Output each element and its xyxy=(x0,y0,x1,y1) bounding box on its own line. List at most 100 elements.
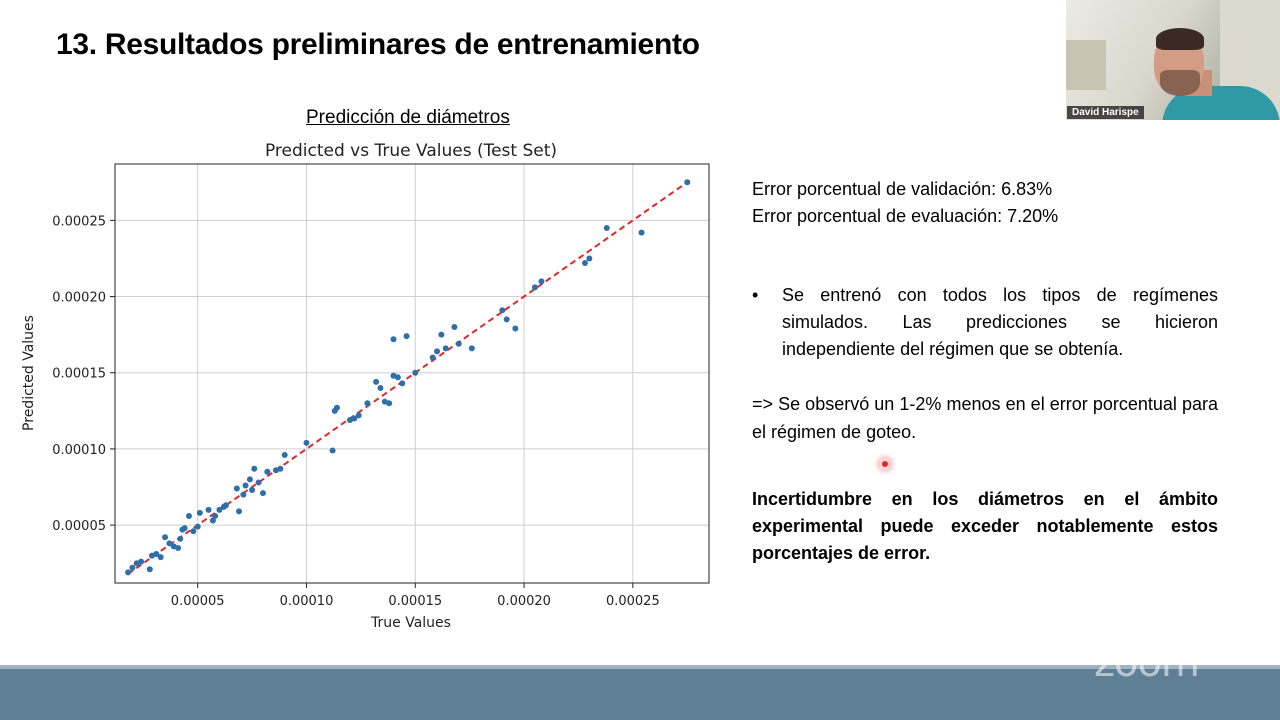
y-axis-label: Predicted Values xyxy=(21,315,37,431)
data-point xyxy=(512,325,519,332)
slide-title: 13. Resultados preliminares de entrenami… xyxy=(56,28,700,61)
data-point xyxy=(581,260,588,267)
data-point xyxy=(364,400,371,407)
training-bullet: • Se entrenó con todos los tipos de regí… xyxy=(752,282,1218,363)
data-point xyxy=(222,502,229,509)
x-axis-label: True Values xyxy=(370,615,451,631)
x-tick-label: 0.00015 xyxy=(388,594,442,609)
data-point xyxy=(377,384,384,391)
y-tick-label: 0.00020 xyxy=(52,291,106,306)
zoom-watermark-logo: zoom xyxy=(1094,640,1200,686)
data-point xyxy=(468,345,475,352)
y-axis-ticks: 0.00005 0.00010 0.00015 0.00020 0.00025 xyxy=(52,214,115,534)
data-point xyxy=(329,447,336,454)
chart-title: Predicted vs True Values (Test Set) xyxy=(265,141,557,161)
data-point xyxy=(264,468,271,475)
data-point xyxy=(209,517,216,524)
data-point xyxy=(355,412,362,419)
data-point xyxy=(429,354,436,361)
bullet-dot: • xyxy=(752,285,759,305)
data-point xyxy=(125,569,132,576)
pointer-cursor xyxy=(879,458,891,470)
data-point xyxy=(259,490,266,497)
conclusion-text: Incertidumbre en los diámetros en el ámb… xyxy=(752,489,1218,563)
data-point xyxy=(251,465,258,472)
data-point xyxy=(194,523,201,530)
data-point xyxy=(162,534,169,541)
data-point xyxy=(455,340,462,347)
x-axis-ticks: 0.00005 0.00010 0.00015 0.00020 0.00025 xyxy=(171,583,660,609)
data-point xyxy=(205,506,212,513)
x-tick-label: 0.00010 xyxy=(280,594,334,609)
participant-beard xyxy=(1160,70,1200,96)
y-tick-label: 0.00005 xyxy=(52,519,106,534)
data-point xyxy=(153,551,160,558)
data-point xyxy=(373,378,380,385)
observation-text: => Se observó un 1-2% menos en el error … xyxy=(752,394,1218,442)
data-point xyxy=(333,404,340,411)
validation-error: Error porcentual de validación: 6.83% xyxy=(752,179,1053,199)
data-point xyxy=(531,284,538,291)
evaluation-error: Error porcentual de evaluación: 7.20% xyxy=(752,206,1059,226)
data-point xyxy=(390,336,397,343)
data-point xyxy=(451,324,458,331)
participant-name-label: David Harispe xyxy=(1067,106,1144,119)
data-point xyxy=(434,348,441,355)
data-point xyxy=(499,307,506,314)
y-tick-label: 0.00015 xyxy=(52,367,106,382)
data-point xyxy=(212,512,219,519)
data-point xyxy=(129,564,136,571)
data-point xyxy=(233,485,240,492)
data-point xyxy=(394,374,401,381)
bullet-text: Se entrenó con todos los tipos de regíme… xyxy=(782,285,1218,359)
data-points xyxy=(125,179,691,576)
data-point xyxy=(538,278,545,285)
data-point xyxy=(196,509,203,516)
data-point xyxy=(175,544,182,551)
data-point xyxy=(255,479,262,486)
data-point xyxy=(157,554,164,561)
webcam-background-shelf xyxy=(1066,40,1106,90)
webcam-video-tile[interactable]: David Harispe xyxy=(1066,0,1280,120)
chart-caption: Predicción de diámetros xyxy=(306,107,510,128)
plot-frame xyxy=(114,163,710,584)
y-tick-label: 0.00010 xyxy=(52,443,106,458)
data-point xyxy=(399,380,406,387)
data-point xyxy=(412,369,419,376)
data-point xyxy=(638,229,645,236)
data-point xyxy=(586,255,593,262)
participant-hair xyxy=(1156,28,1204,50)
data-point xyxy=(138,558,145,565)
x-tick-label: 0.00005 xyxy=(171,594,225,609)
data-point xyxy=(146,566,153,573)
data-point xyxy=(185,512,192,519)
data-point xyxy=(438,331,445,338)
data-point xyxy=(216,506,223,513)
x-tick-label: 0.00025 xyxy=(606,594,660,609)
data-point xyxy=(442,345,449,352)
data-point xyxy=(249,487,256,494)
data-point xyxy=(351,415,358,422)
data-point xyxy=(403,333,410,340)
data-point xyxy=(242,482,249,489)
data-point xyxy=(190,528,197,535)
data-point xyxy=(177,535,184,542)
slide-footer-bar xyxy=(0,665,1280,720)
error-stats: Error porcentual de validación: 6.83% Er… xyxy=(752,176,1222,230)
data-point xyxy=(603,224,610,231)
data-point xyxy=(503,316,510,323)
footer-edge xyxy=(0,665,1280,669)
data-point xyxy=(246,476,253,483)
data-point xyxy=(236,508,243,515)
data-point xyxy=(684,179,691,186)
y-tick-label: 0.00025 xyxy=(52,214,106,229)
data-point xyxy=(166,540,173,547)
scatter-chart: Predicted vs True Values (Test Set) 0.00… xyxy=(21,141,710,631)
data-point xyxy=(277,465,284,472)
x-tick-label: 0.00020 xyxy=(497,594,551,609)
data-point xyxy=(281,452,288,459)
data-point xyxy=(303,439,310,446)
data-point xyxy=(386,400,393,407)
data-point xyxy=(181,525,188,532)
data-point xyxy=(240,491,247,498)
